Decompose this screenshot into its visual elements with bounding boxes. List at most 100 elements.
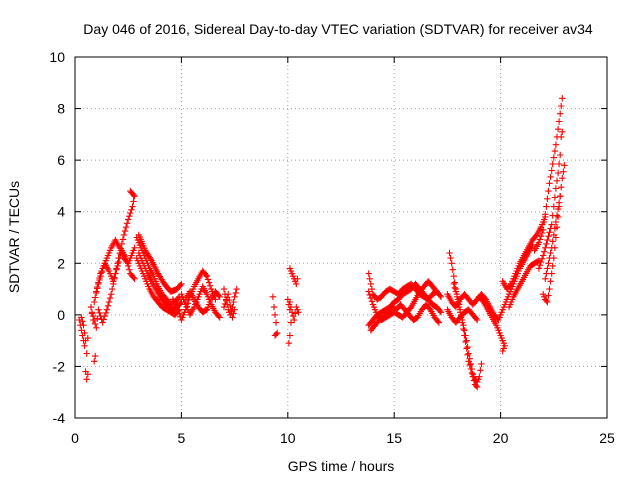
data-point <box>474 383 481 391</box>
data-point <box>110 278 117 285</box>
data-point <box>546 229 553 236</box>
data-point <box>231 293 238 300</box>
data-point <box>222 297 230 304</box>
y-tick-label: -2 <box>53 358 66 374</box>
data-point <box>295 309 302 316</box>
data-point <box>288 309 296 316</box>
data-point <box>540 252 547 259</box>
data-point <box>538 255 546 262</box>
data-point <box>553 177 561 184</box>
data-point <box>460 325 467 333</box>
data-point <box>91 358 98 365</box>
data-point <box>542 211 549 218</box>
data-point <box>366 275 373 282</box>
data-point <box>549 262 556 270</box>
data-point <box>215 312 222 320</box>
data-point <box>554 213 562 221</box>
data-point <box>175 307 182 314</box>
data-point <box>551 147 559 155</box>
data-point <box>367 294 374 302</box>
data-point <box>367 280 374 288</box>
data-point <box>84 334 91 342</box>
data-point <box>131 244 138 251</box>
data-point <box>547 173 554 181</box>
chart-title: Day 046 of 2016, Sidereal Day-to-day VTE… <box>83 21 593 37</box>
data-point <box>365 270 372 277</box>
data-point <box>465 358 472 365</box>
data-point <box>558 102 565 110</box>
data-point <box>543 240 550 248</box>
data-point <box>465 350 472 357</box>
data-point <box>546 254 553 262</box>
data-point <box>147 256 154 263</box>
data-point <box>434 318 441 325</box>
data-point <box>93 288 100 295</box>
data-point <box>293 280 300 288</box>
data-point <box>561 162 568 169</box>
data-point <box>92 352 99 360</box>
data-point <box>538 229 546 237</box>
data-point <box>178 280 185 288</box>
data-point <box>221 300 229 308</box>
data-point <box>229 314 236 321</box>
x-tick-label: 0 <box>71 430 79 446</box>
data-point <box>96 274 103 282</box>
y-tick-label: 4 <box>57 204 65 220</box>
data-point <box>203 273 211 280</box>
data-point <box>105 298 113 306</box>
data-point <box>544 298 551 306</box>
data-point <box>436 307 444 315</box>
data-point <box>433 288 440 295</box>
data-point <box>227 302 234 309</box>
data-point <box>81 329 88 337</box>
data-marks <box>76 95 568 391</box>
data-point <box>123 220 131 227</box>
data-point <box>450 273 457 280</box>
data-point <box>104 302 112 309</box>
data-point <box>232 289 239 297</box>
data-point <box>175 294 182 302</box>
data-point <box>536 236 544 243</box>
data-point <box>205 279 213 286</box>
data-point <box>547 278 554 285</box>
data-point <box>225 291 232 298</box>
data-point <box>123 258 131 266</box>
data-point <box>466 361 473 369</box>
data-point <box>286 298 294 306</box>
data-point <box>368 298 376 305</box>
data-point <box>115 258 122 266</box>
data-point <box>464 343 471 351</box>
data-point <box>467 365 474 373</box>
data-point <box>83 376 90 383</box>
data-point <box>477 367 484 374</box>
data-point <box>542 244 549 251</box>
data-point <box>92 320 99 328</box>
data-point <box>551 225 559 232</box>
data-point <box>83 350 90 357</box>
data-point <box>537 233 545 240</box>
data-point <box>545 292 552 299</box>
data-point <box>548 167 555 174</box>
axis-ticks: 0 5 10 15 20 25 -4 -2 0 2 4 6 8 10 <box>49 49 615 446</box>
data-point <box>128 189 135 196</box>
data-point <box>122 224 130 231</box>
data-point <box>462 338 469 346</box>
data-point <box>459 319 466 326</box>
data-point <box>476 373 483 380</box>
data-point <box>122 254 130 262</box>
data-point <box>78 314 85 321</box>
data-point <box>507 282 514 289</box>
data-point <box>435 319 443 326</box>
data-point <box>437 309 445 316</box>
data-point <box>544 265 551 272</box>
data-point <box>557 193 564 200</box>
data-point <box>102 309 110 317</box>
data-point <box>84 371 91 378</box>
data-point <box>116 254 123 262</box>
data-point <box>554 126 562 133</box>
data-point <box>91 298 98 306</box>
data-point <box>543 203 550 210</box>
data-point <box>230 310 237 317</box>
data-point <box>447 254 454 262</box>
data-point <box>215 292 222 299</box>
